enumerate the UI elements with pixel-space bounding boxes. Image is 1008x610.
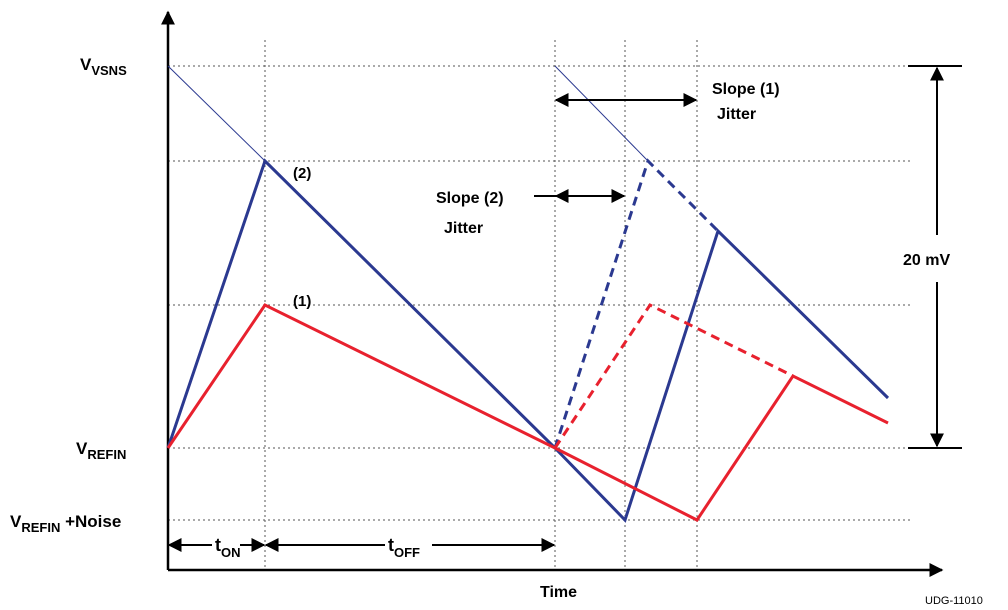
vsns-slope-line-left [167, 65, 266, 162]
series-2-jittered-waveform [553, 228, 890, 523]
toff-label: tOFF [388, 535, 420, 560]
series-1-solid-waveform [166, 303, 556, 450]
series-1-jittered-waveform [554, 374, 889, 522]
vsns-slope-line-right [554, 65, 649, 162]
slope2-label-line2: Jitter [444, 220, 483, 237]
horizontal-guides [168, 65, 940, 521]
refin-noise-label: VREFIN +Noise [10, 512, 121, 535]
series-1-dashed-waveform [553, 303, 794, 449]
series-1-label: (1) [293, 293, 311, 310]
slope1-label-line1: Slope (1) [712, 81, 780, 98]
series-2-dashed-waveform [553, 158, 720, 449]
ton-label: tON [215, 535, 241, 560]
vsns-label: VVSNS [80, 55, 127, 78]
amplitude-label: 20 mV [903, 252, 950, 269]
document-id: UDG-11010 [925, 595, 983, 607]
series-2-solid-waveform [166, 158, 557, 450]
series-2-label: (2) [293, 165, 311, 182]
x-axis-label: Time [540, 584, 577, 601]
refin-label: VREFIN [76, 439, 126, 462]
slope2-label-line1: Slope (2) [436, 190, 504, 207]
slope1-label-line2: Jitter [717, 106, 756, 123]
